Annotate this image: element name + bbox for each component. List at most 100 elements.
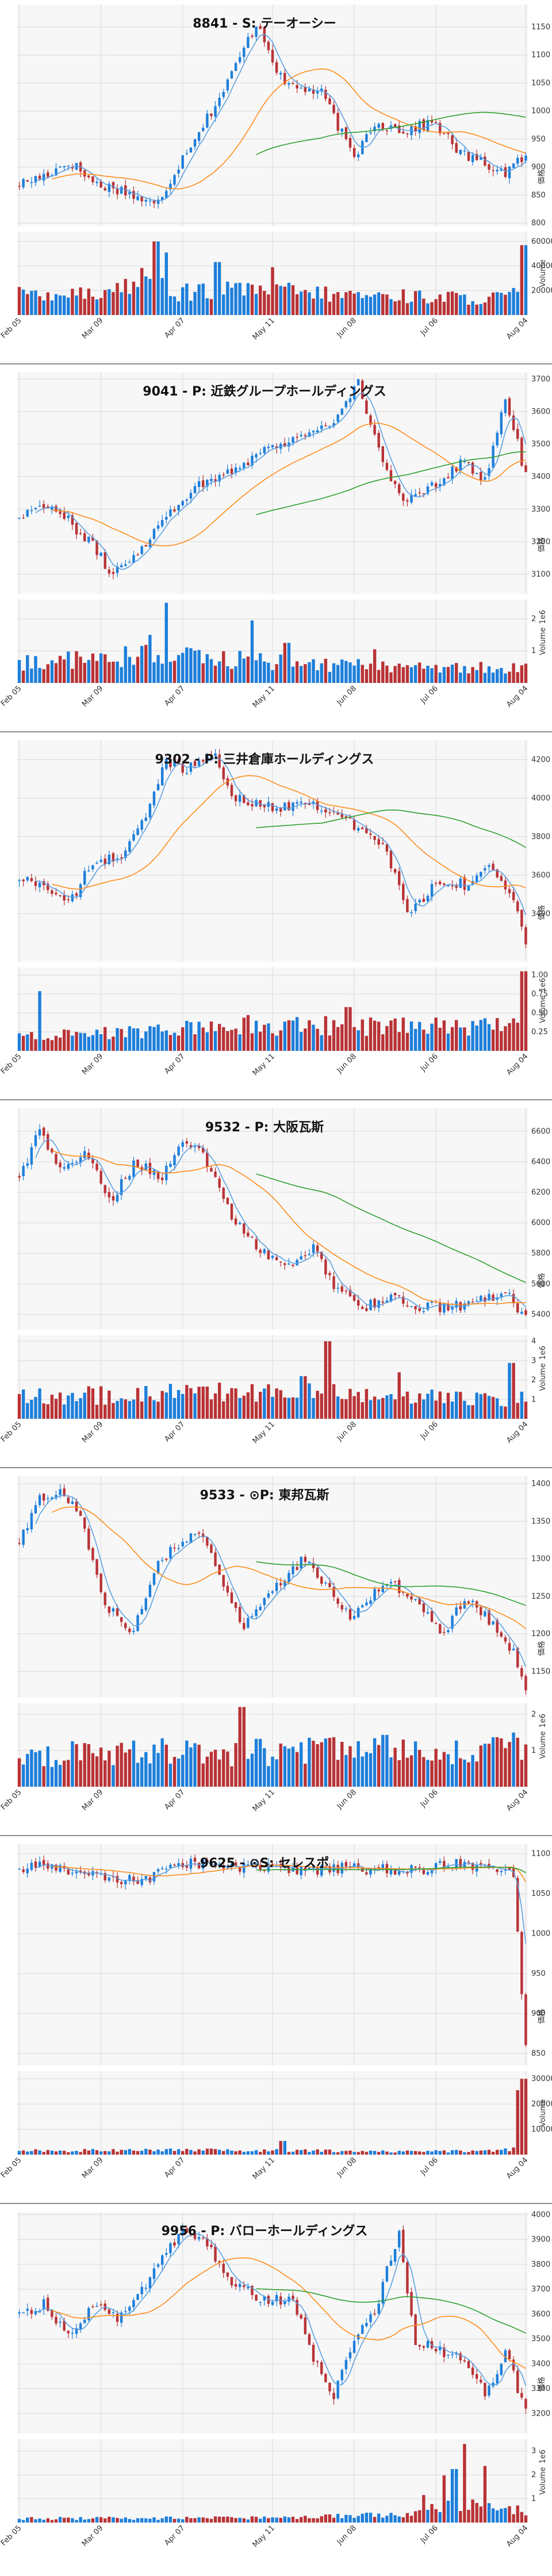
x-tick-label: Jul 06 [419,1420,440,1441]
volume-bar [500,2149,503,2155]
volume-bar [38,2519,41,2523]
candle-body [75,2328,78,2334]
candle-body [234,795,237,801]
price-tick-label: 3800 [531,2260,550,2269]
candle-body [185,2228,189,2233]
volume-bar [148,2519,152,2523]
candle-body [67,1869,70,1875]
volume-bar [471,1755,474,1787]
volume-bar [300,2150,303,2155]
candle-body [160,1560,164,1561]
candle-body [214,1865,217,1867]
volume-bar [405,303,409,315]
candle-body [426,2341,430,2348]
candle-body [496,2374,499,2384]
volume-bar [487,297,491,315]
candle-body [316,430,319,432]
x-tick-label: May 11 [251,2156,277,2181]
volume-bar [42,1039,45,1051]
candle-body [255,1864,258,1865]
volume-bar [21,2520,25,2523]
volume-bar [120,1742,123,1787]
volume-bar [26,1403,29,1419]
candle-body [500,876,503,881]
volume-bar [234,283,237,315]
candle-body [263,1598,266,1606]
candle-body [59,1489,62,1495]
volume-bar [226,666,229,683]
volume-bar [108,1390,111,1419]
candle-body [177,1548,180,1549]
volume-bar [50,2520,54,2523]
candle-body [381,1585,385,1592]
candle-body [222,1188,225,1199]
price-tick-label: 4200 [531,755,550,764]
candle-body [144,817,147,821]
candle-body [91,865,94,870]
price-tick-label: 3500 [531,2335,550,2344]
candle-body [169,1546,172,1558]
volume-tick-label: 100000 [531,2125,552,2134]
volume-bar [205,2148,209,2155]
candle-body [316,1245,319,1252]
volume-bar [168,2516,172,2523]
volume-bar [483,302,487,315]
candle-body [156,2264,160,2267]
candle-body [508,889,511,893]
volume-bar [124,1037,127,1051]
candle-body [410,494,413,503]
volume-bar [504,1406,507,1419]
volume-bar [156,2520,160,2523]
volume-bar [520,245,524,315]
candle-body [296,802,298,804]
volume-bar [124,2150,127,2155]
candle-body [169,509,172,516]
candle-body [99,859,102,862]
candle-body [116,566,119,573]
candle-body [156,1561,160,1573]
candle-body [467,885,470,891]
volume-bar [209,299,213,315]
volume-bar [17,287,21,315]
candle-body [222,2263,225,2273]
volume-bar [258,285,262,315]
volume-bar [193,2151,197,2155]
candle-body [120,857,123,858]
volume-bar [205,654,209,683]
volume-bar [348,662,352,683]
candle-body [402,1592,405,1593]
volume-bar [62,659,66,683]
candle-body [422,1311,425,1312]
volume-bar [112,1036,115,1051]
candle-body [365,134,368,143]
volume-bar [365,669,369,683]
volume-bar [136,1763,140,1787]
candle-body [210,754,213,756]
volume-bar [450,665,454,683]
candle-body [140,2287,143,2294]
volume-bar [38,1388,41,1419]
volume-bar [361,2513,364,2523]
candle-body [484,1611,486,1617]
volume-bar [442,2150,446,2155]
ma-long-line [256,451,526,515]
chart-panel: 320033003400350036003700380039004000123価… [0,2210,550,2549]
volume-bar [291,2151,295,2155]
candle-body [381,123,385,129]
candle-body [516,2370,519,2393]
volume-bar [446,667,450,683]
candle-body [365,2322,368,2327]
candle-body [193,1534,197,1535]
candle-body [480,157,482,160]
candle-body [120,565,123,567]
volume-axis-label: Volume [539,1731,547,1759]
candle-body [484,868,486,871]
candle-body [136,196,139,201]
volume-bar [217,2149,221,2155]
volume-bar [263,1388,266,1419]
volume-bar [479,2150,483,2155]
volume-bar [446,1754,450,1787]
volume-bar [213,1031,217,1051]
candle-body [484,2383,486,2397]
x-tick-label: Apr 07 [163,2524,186,2547]
